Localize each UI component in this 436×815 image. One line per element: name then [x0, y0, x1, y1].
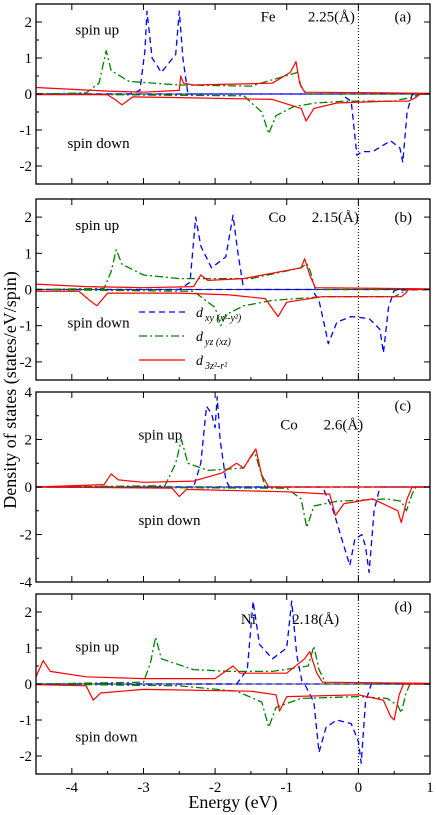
- series-xy-up: [36, 600, 430, 685]
- series-z2-down: [36, 288, 430, 318]
- y-tick-label: 2: [25, 210, 33, 226]
- series-xy-up: [36, 396, 430, 488]
- x-tick-label: 1: [426, 780, 434, 796]
- y-tick-label: -2: [20, 355, 33, 371]
- distance-label: 2.6(Å): [324, 417, 364, 433]
- y-tick-label: -2: [20, 749, 33, 765]
- element-label: Fe: [261, 10, 276, 26]
- series-yz-down: [35, 486, 430, 529]
- y-axis-title: Density of states (states/eV/spin): [0, 271, 21, 508]
- legend-subscript: yz (xz): [204, 337, 231, 348]
- legend-label: d: [196, 330, 204, 345]
- x-tick-label: -2: [209, 780, 222, 796]
- legend-label: d: [196, 354, 204, 369]
- y-tick-label: -1: [20, 713, 33, 729]
- panel-label: (b): [395, 210, 413, 226]
- y-tick-label: 2: [25, 605, 33, 621]
- y-tick-label: 0: [25, 283, 33, 299]
- y-tick-label: 1: [25, 641, 33, 657]
- x-axis-title: Energy (eV): [188, 792, 277, 813]
- distance-label: 2.25(Å): [308, 10, 355, 26]
- y-tick-label: -1: [20, 123, 33, 139]
- series-z2-down: [35, 683, 430, 721]
- series-xy-up: [36, 214, 430, 291]
- spin-down-label: spin down: [68, 316, 131, 332]
- y-tick-label: 0: [25, 480, 33, 496]
- series-xy-down: [36, 93, 431, 164]
- y-tick-label: 0: [25, 87, 33, 103]
- series-xy-down: [36, 486, 430, 574]
- spin-up-label: spin up: [75, 640, 119, 656]
- distance-label: 2.15(Å): [312, 210, 359, 226]
- y-tick-label: 2: [25, 433, 33, 449]
- spin-up-label: spin up: [75, 23, 119, 39]
- y-tick-label: 1: [25, 246, 33, 262]
- spin-up-label: spin up: [75, 218, 119, 234]
- series-z2-down: [36, 93, 430, 122]
- series-xy-down: [36, 683, 430, 764]
- distance-label: 2.18(Å): [292, 612, 339, 628]
- panel-label: (c): [395, 398, 412, 414]
- series-xy-down: [36, 288, 431, 354]
- series-z2-up: [35, 60, 431, 94]
- spin-down-label: spin down: [75, 730, 138, 746]
- element-label: Co: [280, 417, 298, 433]
- series-z2-up: [35, 448, 430, 488]
- y-tick-label: 2: [25, 15, 33, 31]
- spin-down-label: spin down: [138, 513, 201, 529]
- y-tick-label: -1: [20, 319, 33, 335]
- x-tick-label: -4: [66, 780, 79, 796]
- y-tick-label: -4: [20, 575, 33, 591]
- y-tick-label: -2: [20, 159, 33, 175]
- series-xy-up: [36, 10, 430, 95]
- series-z2-up: [35, 650, 431, 684]
- element-label: Co: [268, 210, 286, 226]
- y-tick-label: 4: [25, 385, 33, 401]
- series-yz-up: [35, 249, 430, 291]
- series-z2-up: [35, 258, 431, 290]
- series-z2-down: [35, 486, 430, 524]
- y-tick-label: -2: [20, 528, 33, 544]
- x-tick-label: -3: [137, 780, 150, 796]
- spin-up-label: spin up: [138, 428, 182, 444]
- spin-down-label: spin down: [68, 136, 131, 152]
- legend-subscript: 3z²-r²: [204, 361, 228, 372]
- series-yz-up: [35, 636, 430, 685]
- series-yz-down: [35, 288, 430, 327]
- series-yz-up: [35, 438, 430, 488]
- series-yz-up: [35, 50, 430, 95]
- series-yz-down: [35, 93, 430, 135]
- x-tick-label: -1: [280, 780, 293, 796]
- legend-subscript: xy (x²-y²): [204, 313, 242, 324]
- x-tick-label: 0: [355, 780, 363, 796]
- element-label: Ni: [241, 612, 256, 628]
- y-tick-label: 0: [25, 677, 33, 693]
- panel-label: (d): [395, 600, 413, 616]
- panel-label: (a): [395, 10, 412, 26]
- legend-label: d: [196, 306, 204, 321]
- y-tick-label: 1: [25, 51, 33, 67]
